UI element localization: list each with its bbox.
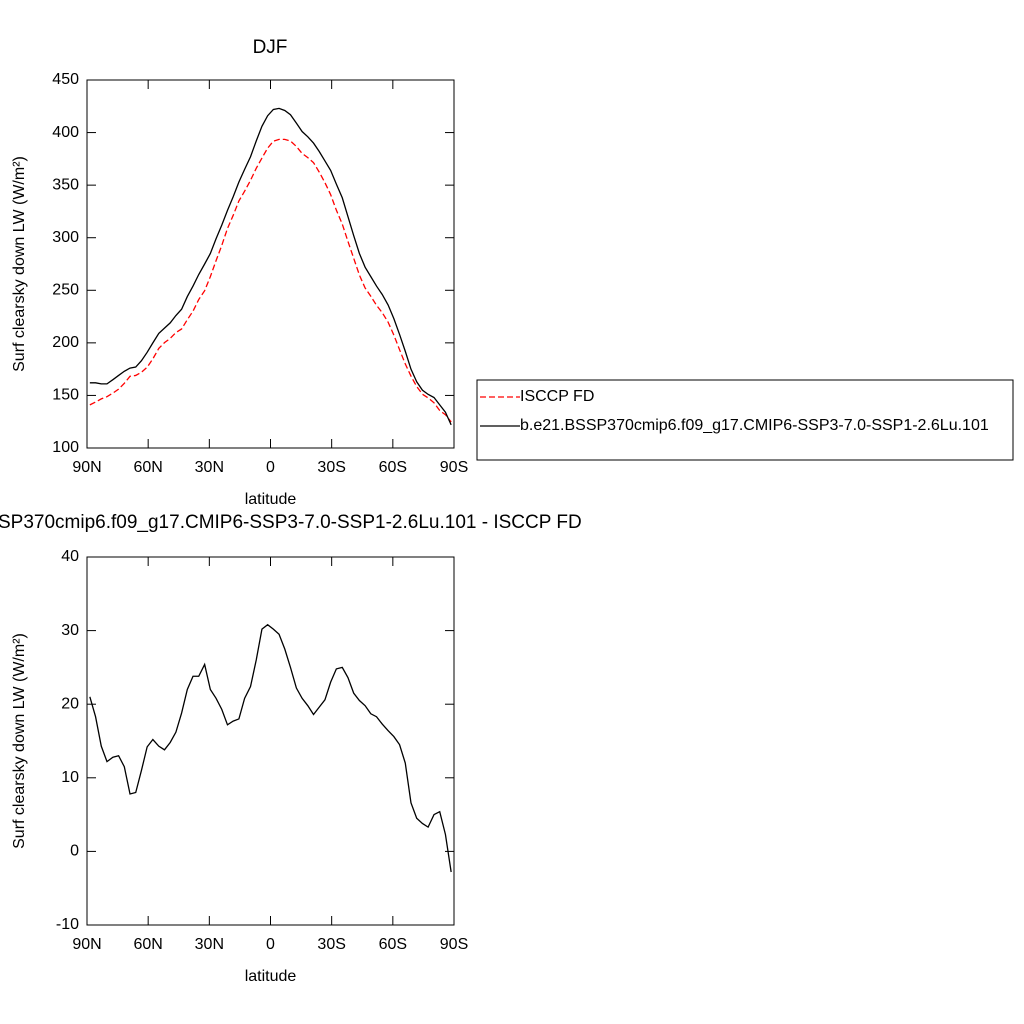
x-tick-label: 30N — [195, 936, 224, 953]
y-tick-label: 300 — [52, 229, 79, 246]
y-tick-label: 30 — [61, 622, 79, 639]
legend-label: b.e21.BSSP370cmip6.f09_g17.CMIP6-SSP3-7.… — [520, 417, 989, 434]
y-tick-label: 450 — [52, 71, 79, 88]
x-tick-label: 30N — [195, 459, 224, 476]
x-tick-label: 60N — [133, 459, 162, 476]
chart-title: DJF — [253, 37, 288, 58]
y-tick-label: 350 — [52, 176, 79, 193]
x-tick-label: 90N — [72, 936, 101, 953]
plot-frame — [86, 556, 455, 926]
y-tick-label: 150 — [52, 387, 79, 404]
x-tick-label: 60S — [379, 936, 407, 953]
x-tick-label: 0 — [266, 936, 275, 953]
data-line — [89, 138, 452, 423]
data-line — [89, 623, 452, 873]
y-tick-label: 40 — [61, 548, 79, 565]
x-tick-label: 60S — [379, 459, 407, 476]
y-tick-label: 20 — [61, 695, 79, 712]
x-tick-label: 90S — [440, 936, 468, 953]
x-tick-label: 30S — [317, 936, 345, 953]
y-tick-label: 200 — [52, 334, 79, 351]
legend-box — [476, 379, 1014, 461]
x-tick-label: 60N — [133, 936, 162, 953]
y-tick-label: 0 — [70, 843, 79, 860]
x-tick-label: 90S — [440, 459, 468, 476]
x-tick-label: 90N — [72, 459, 101, 476]
y-axis-label: Surf clearsky down LW (W/m²) — [11, 633, 28, 849]
plot-frame — [86, 79, 455, 449]
chart-title: SP370cmip6.f09_g17.CMIP6-SSP3-7.0-SSP1-2… — [0, 512, 582, 533]
x-tick-label: 0 — [266, 459, 275, 476]
y-tick-label: 10 — [61, 769, 79, 786]
legend-label: ISCCP FD — [520, 388, 594, 405]
x-axis-label: latitude — [245, 968, 297, 985]
y-tick-label: 100 — [52, 439, 79, 456]
y-axis-label: Surf clearsky down LW (W/m²) — [11, 156, 28, 372]
y-tick-label: -10 — [56, 916, 79, 933]
data-line — [89, 107, 452, 426]
x-axis-label: latitude — [245, 491, 297, 508]
x-tick-label: 30S — [317, 459, 345, 476]
y-tick-label: 400 — [52, 124, 79, 141]
y-tick-label: 250 — [52, 282, 79, 299]
